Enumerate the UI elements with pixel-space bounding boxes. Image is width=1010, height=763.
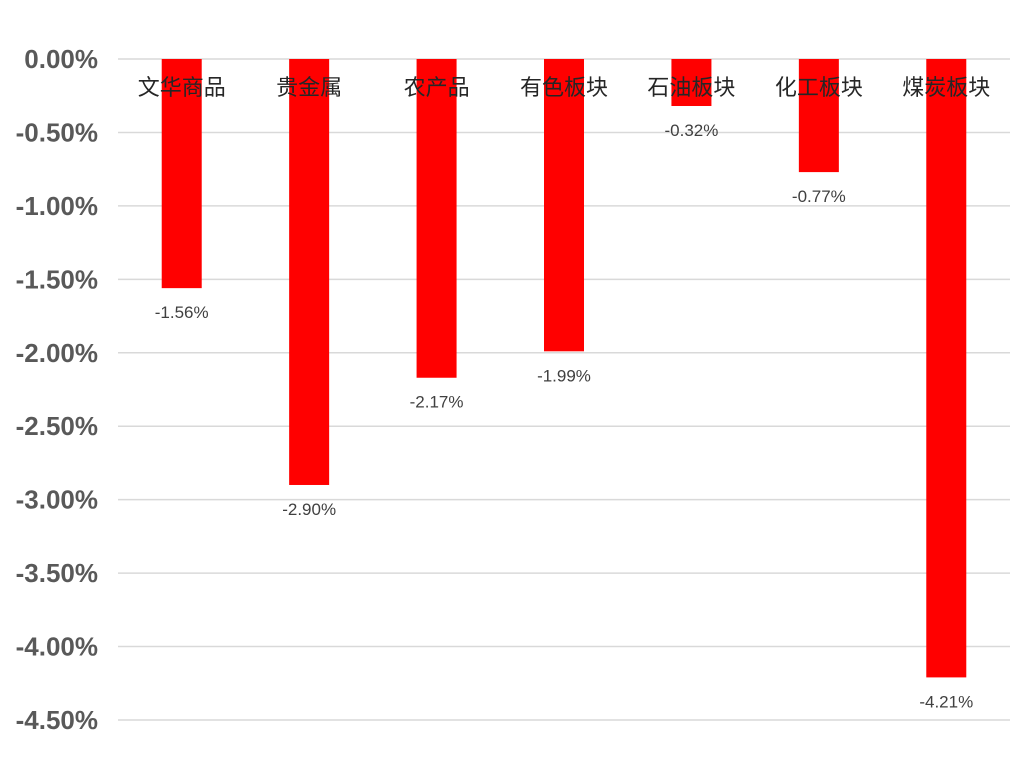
category-label: 化工板块: [775, 76, 863, 101]
category-label: 煤炭板块: [902, 76, 990, 101]
y-tick-label: -2.50%: [16, 411, 98, 441]
bar-series: [161, 59, 967, 678]
y-tick-label: -1.50%: [16, 264, 98, 294]
y-tick-label: -2.00%: [16, 338, 98, 368]
data-label: -2.90%: [282, 500, 336, 519]
category-label: 文华商品: [138, 76, 226, 101]
bar: [798, 59, 839, 173]
y-tick-label: 0.00%: [24, 44, 98, 74]
category-label: 贵金属: [276, 76, 342, 101]
bar: [544, 59, 584, 352]
y-axis-tick-labels: 0.00% -0.50% -1.00% -1.50% -2.00% -2.50% -3.00…: [16, 44, 98, 735]
category-labels: 文华商品 贵金属 农产品 有色板块 石油板块 化工板块 煤炭板块: [138, 76, 991, 101]
grid-layer: [118, 58, 1010, 721]
bar: [161, 59, 202, 289]
category-label: 农产品: [404, 76, 470, 101]
y-tick-label: -1.00%: [16, 191, 98, 221]
y-tick-label: -4.50%: [16, 705, 98, 735]
y-tick-label: -0.50%: [16, 117, 98, 147]
bar: [289, 59, 330, 485]
data-label: -0.32%: [664, 121, 718, 140]
bar: [416, 59, 457, 378]
data-label: -2.17%: [410, 393, 464, 412]
data-label: -1.56%: [155, 303, 209, 322]
y-tick-label: -3.50%: [16, 558, 98, 588]
category-label: 有色板块: [520, 76, 608, 101]
data-label: -1.99%: [537, 366, 591, 385]
bar: [671, 59, 712, 107]
y-tick-label: -3.00%: [16, 485, 98, 515]
y-tick-label: -4.00%: [16, 632, 98, 662]
data-label: -4.21%: [919, 692, 973, 711]
data-labels: -1.56% -2.90% -2.17% -1.99% -0.32% -0.77% -4.2…: [155, 121, 973, 711]
category-label: 石油板块: [647, 76, 735, 101]
bar: [926, 59, 967, 678]
data-label: -0.77%: [792, 187, 846, 206]
